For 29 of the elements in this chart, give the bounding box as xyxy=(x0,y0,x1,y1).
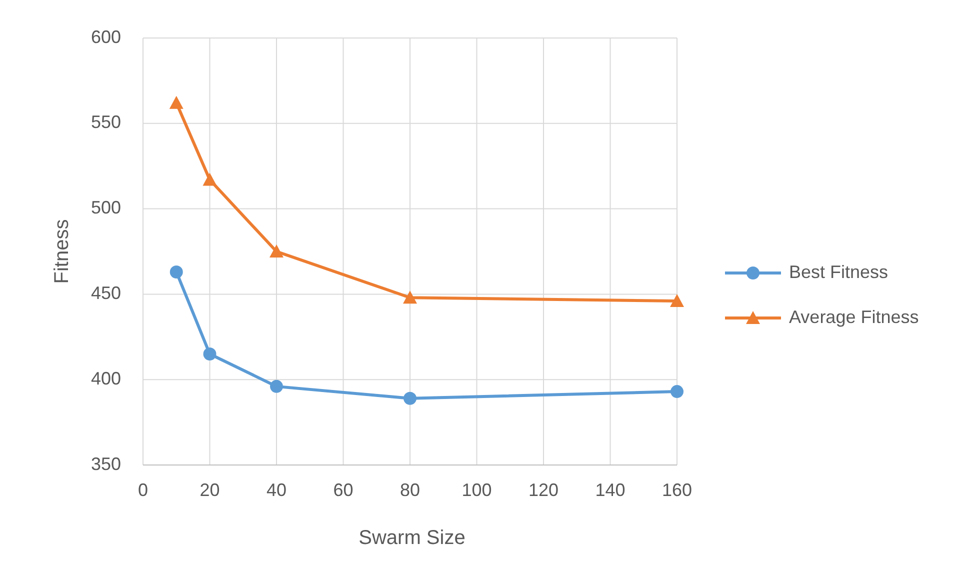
y-tick-label: 450 xyxy=(90,282,121,303)
y-tick-label: 550 xyxy=(90,112,121,132)
x-tick-label: 80 xyxy=(400,480,420,500)
y-tick-label: 350 xyxy=(90,454,121,474)
x-tick-label: 60 xyxy=(333,480,354,500)
legend-label: Best Fitness xyxy=(789,262,888,282)
point xyxy=(202,172,217,186)
x-tick-label: 40 xyxy=(266,480,287,500)
x-tick-label: 0 xyxy=(138,480,148,500)
point xyxy=(670,385,684,398)
y-tick-label: 400 xyxy=(90,368,121,388)
point xyxy=(670,294,684,308)
point xyxy=(403,290,417,304)
point xyxy=(170,265,183,278)
x-tick-label: 20 xyxy=(200,480,220,500)
point xyxy=(270,380,283,393)
point xyxy=(270,244,284,258)
x-tick-label: 120 xyxy=(528,480,559,500)
legend-label: Average Fitness xyxy=(789,306,919,327)
x-tick-label: 160 xyxy=(662,480,692,500)
point xyxy=(169,96,184,109)
y-axis-title: Fitness xyxy=(51,219,73,284)
y-tick-label: 600 xyxy=(90,26,121,47)
y-tick-label: 500 xyxy=(90,198,121,218)
x-axis-title: Swarm Size xyxy=(358,527,466,549)
point xyxy=(203,347,216,360)
x-tick-label: 100 xyxy=(462,480,492,500)
x-tick-label: 140 xyxy=(595,480,626,500)
point xyxy=(404,392,416,405)
